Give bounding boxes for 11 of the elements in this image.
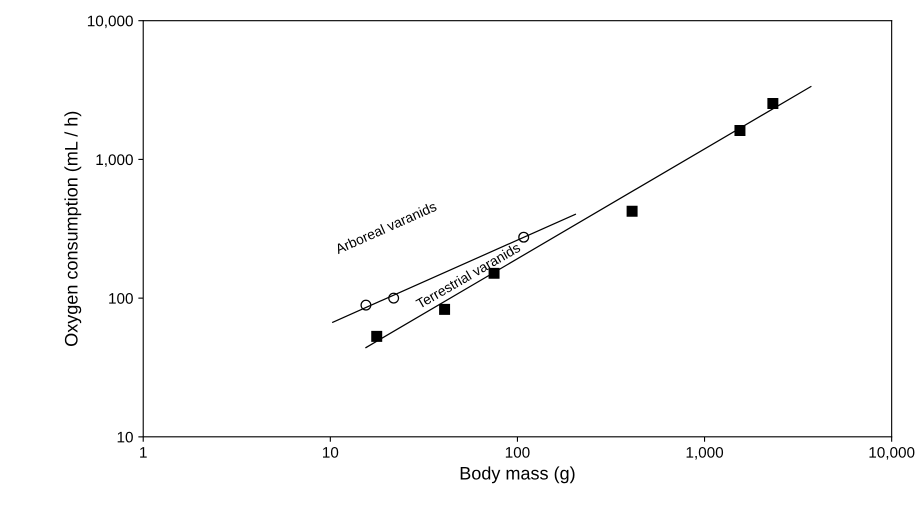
y-tick-label: 100	[109, 293, 133, 304]
x-axis-title: Body mass (g)	[460, 466, 575, 484]
y-tick-label: 1,000	[96, 154, 133, 167]
x-tick-label: 1	[140, 447, 147, 458]
y-tick-label: 10	[118, 432, 133, 443]
y-axis-title: Oxygen consumption (mL / h)	[64, 112, 82, 346]
x-tick-label: 100	[506, 446, 530, 458]
x-tick-label: 1,000	[686, 446, 724, 460]
y-tick-label: 10,000	[88, 16, 133, 28]
x-tick-label: 10	[323, 446, 338, 458]
x-tick-label: 10,000	[869, 446, 914, 460]
